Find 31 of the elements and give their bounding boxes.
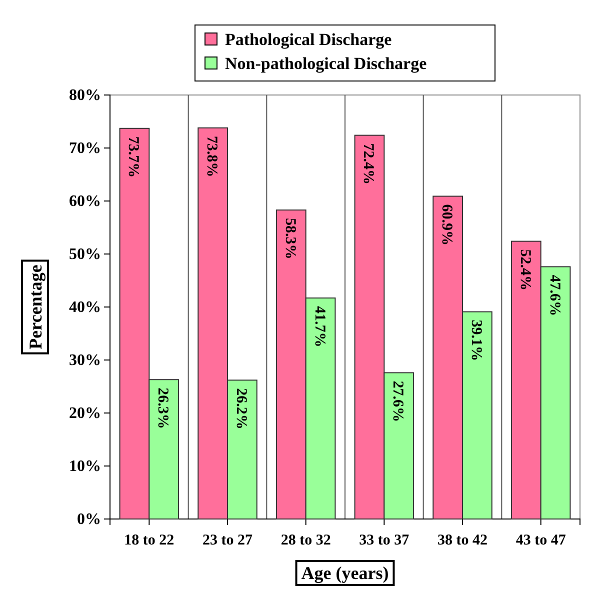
y-tick-label: 50%: [69, 246, 101, 264]
data-label: 52.4%: [516, 249, 533, 291]
data-label: 73.7%: [125, 136, 142, 178]
data-label: 72.4%: [360, 143, 376, 185]
legend-label: Pathological Discharge: [225, 30, 392, 49]
x-axis-title: Age (years): [301, 563, 389, 583]
y-tick-label: 20%: [69, 405, 101, 422]
y-tick-label: 80%: [69, 87, 101, 104]
x-tick-label: 28 to 32: [280, 532, 331, 548]
legend-label: Non-pathological Discharge: [225, 54, 428, 73]
data-label: 39.1%: [468, 320, 484, 362]
y-tick-label: 30%: [69, 352, 101, 370]
data-label: 26.3%: [154, 388, 171, 429]
data-label: 27.6%: [390, 380, 406, 422]
y-tick-label: 70%: [69, 140, 101, 158]
data-label: 60.9%: [438, 204, 455, 246]
data-label: 41.7%: [311, 306, 328, 348]
data-label: 73.8%: [204, 136, 220, 178]
y-tick-label: 40%: [69, 299, 101, 316]
y-axis-title: Percentage: [25, 264, 46, 350]
y-tick-label: 10%: [69, 458, 101, 476]
x-tick-label: 38 to 42: [438, 532, 488, 548]
x-tick-label: 43 to 47: [516, 532, 566, 548]
x-tick-label: 23 to 27: [202, 532, 253, 548]
x-tick-label: 18 to 22: [124, 532, 174, 548]
data-label: 26.2%: [232, 388, 249, 430]
y-tick-label: 60%: [69, 193, 101, 210]
data-label: 58.3%: [282, 218, 298, 260]
x-tick-label: 33 to 37: [359, 532, 410, 548]
data-label: 47.6%: [546, 274, 562, 316]
y-tick-label: 0%: [77, 511, 101, 528]
